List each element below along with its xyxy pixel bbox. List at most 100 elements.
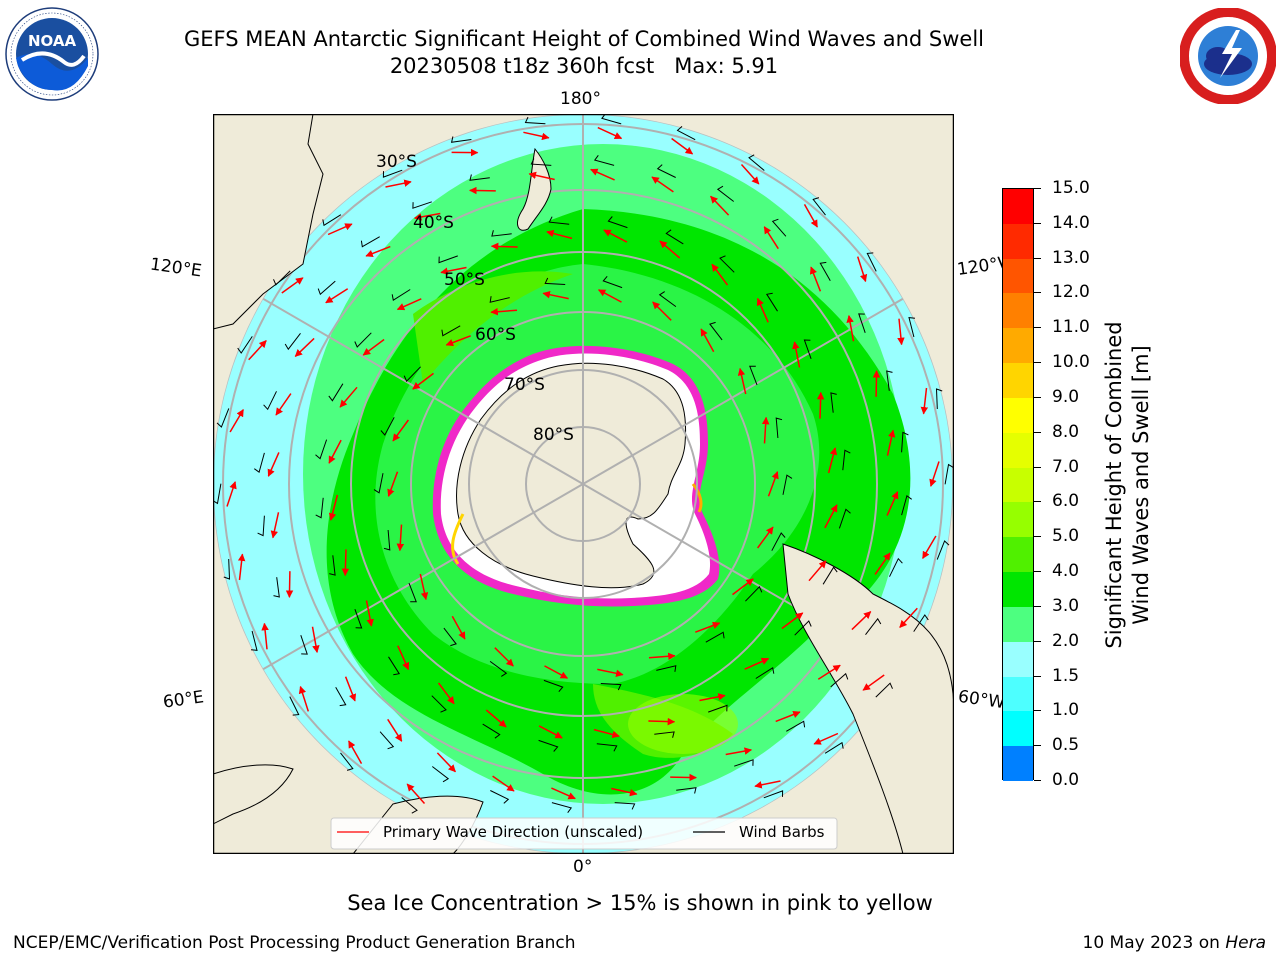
legend-box (330, 817, 838, 850)
wind-barb (379, 731, 395, 750)
colorbar-segment (1003, 328, 1033, 364)
wind-barb (858, 313, 866, 333)
wind-barb (354, 609, 363, 629)
wave-arrow (740, 164, 760, 185)
colorbar-segment (1003, 258, 1033, 294)
wind-barb (284, 332, 301, 351)
madagascar (213, 764, 294, 825)
footer-host: Hera (1225, 933, 1266, 953)
wave-arrow (597, 289, 622, 303)
ice-edge-yellow (451, 513, 465, 565)
wind-barb (491, 230, 512, 237)
wave-arrow (523, 131, 550, 141)
colorbar-segment (1003, 467, 1033, 503)
wind-barb (273, 577, 280, 598)
wind-barb (412, 201, 432, 209)
colorbar-segment (1003, 572, 1033, 608)
wind-barb (748, 154, 765, 171)
wind-barb (469, 174, 490, 181)
chart-subtitle: 20230508 t18z 360h fcst Max: 5.91 (389, 54, 779, 78)
lon-label-60e: 60°E (161, 687, 206, 713)
wave-arrow (294, 337, 315, 357)
wind-barb (654, 731, 675, 738)
wind-barb (354, 332, 372, 348)
wave-arrow (339, 386, 358, 408)
wave-arrow (387, 718, 403, 742)
wave-arrow (365, 600, 374, 627)
wave-band-5-6m-a (413, 271, 573, 384)
wind-barb (340, 752, 354, 771)
wave-arrow (348, 740, 363, 764)
wind-barb (734, 759, 754, 767)
wind-barb (391, 289, 411, 302)
wave-arrow (597, 126, 623, 140)
wave-arrow (445, 335, 471, 347)
wind-barb (656, 164, 676, 178)
lat-label-60s: 60°S (475, 325, 516, 345)
colorbar-tick-mark (1034, 396, 1041, 398)
wind-barb (551, 802, 573, 813)
wave-arrow (281, 277, 304, 294)
wind-barb (716, 185, 735, 202)
colorbar-tick-mark (1034, 710, 1041, 712)
wave-arrow (229, 408, 244, 433)
colorbar-tick-mark (1034, 327, 1041, 329)
colorbar-tick-mark (1034, 780, 1041, 781)
wind-barb (665, 229, 684, 245)
wave-arrow (490, 242, 518, 251)
wave-arrow (528, 171, 555, 181)
wind-barb (489, 296, 510, 303)
wind-barb (830, 392, 837, 413)
wind-barb (383, 529, 391, 551)
colorbar-tick-label: 8.0 (1052, 421, 1080, 442)
wave-arrow (872, 370, 881, 397)
colorbar-tick-mark (1034, 431, 1041, 433)
footer-date-text: 10 May 2023 on (1082, 933, 1226, 953)
wind-barb (676, 787, 697, 794)
wind-barb (749, 365, 758, 386)
wave-arrow (396, 298, 422, 311)
wind-barb (408, 582, 417, 603)
wind-barb (803, 339, 812, 359)
wind-barb (936, 540, 950, 560)
wave-arrow (385, 179, 412, 188)
wind-barb (441, 325, 461, 337)
wind-barb (875, 682, 893, 698)
wind-barb (530, 158, 552, 166)
lon-label-60w: 60°W (956, 686, 1007, 714)
wave-arrow (737, 367, 747, 395)
wind-barb (289, 696, 300, 716)
wave-arrow (827, 447, 838, 474)
wind-barb (866, 252, 877, 272)
wind-barb (812, 197, 826, 216)
colorbar (1002, 188, 1034, 782)
wave-arrow (648, 652, 676, 661)
wave-arrow (413, 212, 441, 221)
wave-arrow (490, 307, 518, 316)
wave-arrow (922, 535, 937, 560)
wave-arrow (437, 682, 455, 705)
wave-arrow (237, 553, 246, 581)
colorbar-tick-mark (1034, 362, 1041, 364)
colorbar-tick-label: 3.0 (1052, 595, 1080, 616)
colorbar-segment (1003, 537, 1033, 573)
colorbar-segment (1003, 676, 1033, 712)
wind-barb (438, 255, 458, 264)
colorbar-segment (1003, 711, 1033, 747)
wave-arrow (325, 288, 349, 304)
wind-barb (656, 665, 677, 672)
lon-label-180: 180° (560, 89, 601, 109)
wind-barb (450, 136, 472, 143)
wave-arrow (792, 341, 801, 368)
wind-barb (257, 515, 265, 537)
wind-barb (382, 169, 403, 178)
wave-arrow (808, 560, 827, 582)
wind-barb (544, 277, 566, 285)
wave-arrow (817, 664, 841, 680)
colorbar-tick-label: 15.0 (1052, 178, 1090, 198)
colorbar-tick-mark (1034, 292, 1041, 294)
south-america (782, 543, 954, 854)
colorbar-tick-label: 9.0 (1052, 386, 1080, 407)
wind-barb (763, 790, 784, 799)
wind-barb (794, 620, 812, 636)
